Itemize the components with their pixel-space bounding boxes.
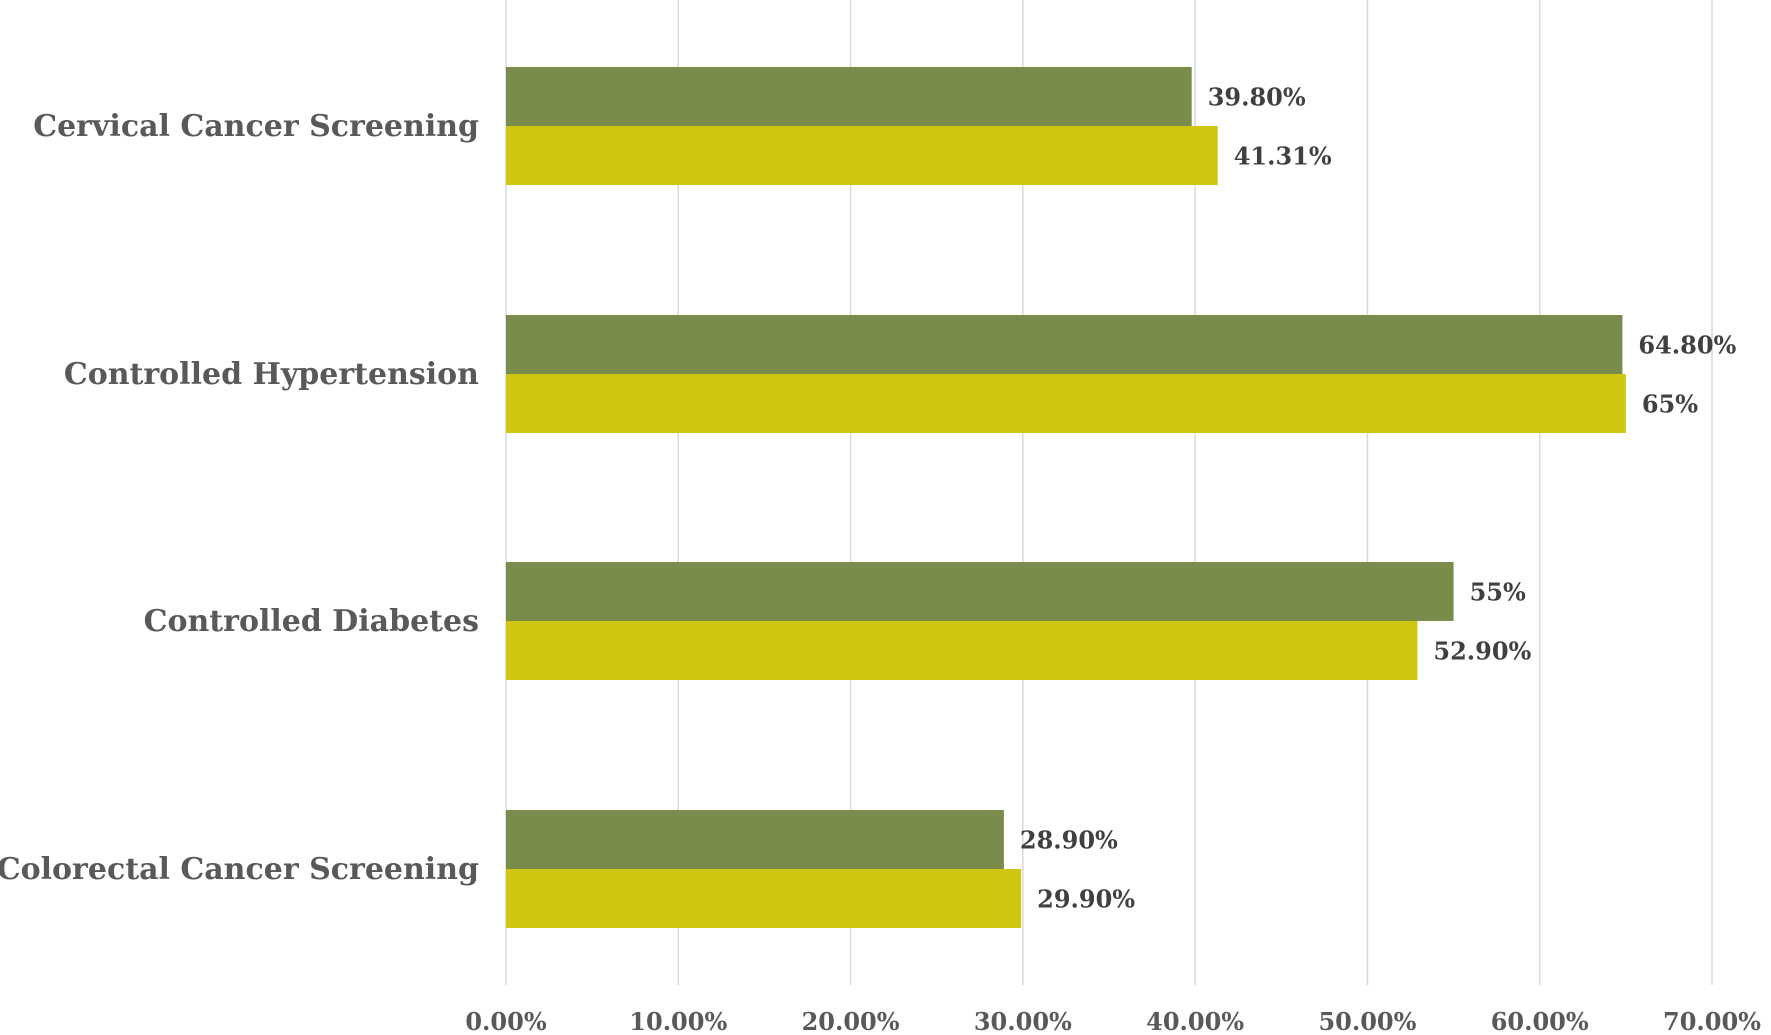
x-tick-label: 70.00%: [1663, 1007, 1761, 1035]
category-label: Colorectal Cancer Screening: [0, 852, 479, 887]
data-label: 55%: [1470, 578, 1526, 607]
x-tick-label: 30.00%: [974, 1007, 1072, 1035]
x-tick-label: 50.00%: [1318, 1007, 1416, 1035]
x-tick-label: 20.00%: [802, 1007, 900, 1035]
x-tick-label: 40.00%: [1146, 1007, 1244, 1035]
data-label: 65%: [1642, 390, 1698, 419]
bar-series-2: [506, 126, 1218, 185]
value-axis: 0.00% 10.00% 20.00% 30.00% 40.00% 50.00% 60.00…: [465, 1007, 1761, 1035]
label-layer: 39.80% 64.80% 55% 28.90% 41.31% 65% 52.90% 29.9…: [1020, 83, 1737, 914]
data-label: 64.80%: [1638, 331, 1736, 360]
bar-series-2: [506, 869, 1022, 928]
data-label: 28.90%: [1020, 826, 1118, 855]
bar-layer: [506, 67, 1626, 928]
data-label: 39.80%: [1208, 83, 1306, 112]
bar-series-1: [506, 562, 1454, 621]
bar-series-2: [506, 374, 1626, 433]
data-label: 52.90%: [1433, 637, 1531, 666]
bar-series-2: [506, 621, 1418, 680]
category-label: Controlled Diabetes: [144, 604, 479, 639]
bar-series-1: [506, 810, 1004, 869]
data-label: 41.31%: [1234, 142, 1332, 171]
bar-series-1: [506, 315, 1623, 374]
category-label: Controlled Hypertension: [64, 357, 479, 392]
x-tick-label: 0.00%: [465, 1007, 546, 1035]
category-axis: Cervical Cancer Screening Controlled Hype…: [0, 109, 479, 887]
data-label: 29.90%: [1037, 885, 1135, 914]
category-label: Cervical Cancer Screening: [33, 109, 479, 144]
x-tick-label: 60.00%: [1491, 1007, 1589, 1035]
x-tick-label: 10.00%: [629, 1007, 727, 1035]
bar-series-1: [506, 67, 1192, 126]
